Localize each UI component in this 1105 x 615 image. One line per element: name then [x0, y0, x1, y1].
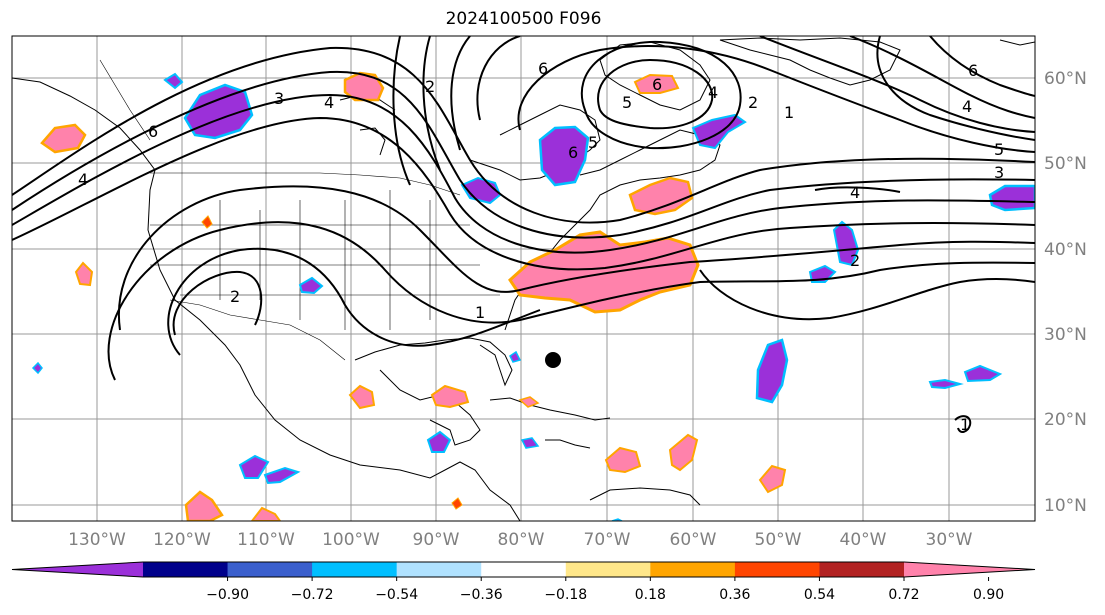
lon-label: 60°W [670, 530, 717, 550]
colorbar-tick-label: 0.90 [973, 587, 1004, 603]
contour-labels: 6 4 2 3 4 6 5 6 5 4 2 1 6 4 5 3 4 2 1 2 … [78, 59, 1004, 434]
lat-label: 50°N [1044, 154, 1087, 174]
contour-label: 6 [568, 143, 578, 162]
lat-label: 30°N [1044, 325, 1087, 345]
lat-label: 60°N [1044, 69, 1087, 89]
colorbar-segment [734, 562, 820, 577]
colorbar-outline [11, 561, 1036, 578]
contour-label: 2 [850, 251, 860, 270]
colorbar-tick-label: 0.72 [888, 587, 919, 603]
contour-label: 6 [968, 61, 978, 80]
lon-label: 50°W [755, 530, 802, 550]
lon-label: 30°W [926, 530, 973, 550]
colorbar-tick-label: 0.18 [635, 587, 666, 603]
shaded-anomalies [31, 71, 1035, 521]
colorbar-segment [143, 562, 229, 577]
colorbar-extend-high [904, 562, 1035, 577]
contour-label: 2 [425, 77, 435, 96]
longitude-labels: 130°W 120°W 110°W 100°W 90°W 80°W 70°W 6… [68, 530, 973, 550]
colorbar-extend-low [12, 562, 143, 577]
latitude-labels: 60°N 50°N 40°N 30°N 20°N 10°N [1044, 69, 1087, 516]
political-borders [99, 59, 500, 361]
contour-label: 2 [748, 93, 758, 112]
contour-label: 5 [588, 133, 598, 152]
colorbar-tick-label: −0.18 [544, 587, 587, 603]
contour-label: 5 [994, 140, 1004, 159]
contour-label: 4 [78, 170, 88, 189]
colorbar-tick-label: −0.36 [460, 587, 503, 603]
colorbar: −0.90 −0.72 −0.54 −0.36 −0.18 0.18 0.36 0.54 0.7… [11, 561, 1036, 603]
contour-label: 4 [324, 93, 334, 112]
contour-label: 5 [622, 93, 632, 112]
map-title: 2024100500 F096 [445, 9, 602, 29]
contour-label: 1 [960, 415, 970, 434]
lon-label: 100°W [322, 530, 380, 550]
colorbar-segment [396, 562, 482, 577]
lat-label: 20°N [1044, 410, 1087, 430]
contour-label: 6 [148, 122, 158, 141]
contour-label: 3 [994, 163, 1004, 182]
lat-label: 10°N [1044, 496, 1087, 516]
contour-label: 2 [230, 287, 240, 306]
lon-label: 70°W [584, 530, 631, 550]
colorbar-segment [650, 562, 736, 577]
contour-label: 4 [962, 97, 972, 116]
contour-label: 6 [652, 75, 662, 94]
lon-label: 120°W [153, 530, 211, 550]
storm-marker [545, 352, 561, 368]
contour-label: 1 [475, 303, 485, 322]
colorbar-tick-label: −0.54 [375, 587, 418, 603]
colorbar-tick-label: 0.36 [719, 587, 750, 603]
contour-label: 4 [708, 83, 718, 102]
colorbar-tick-label: −0.90 [206, 587, 249, 603]
colorbar-segment [227, 562, 313, 577]
lon-label: 110°W [237, 530, 295, 550]
lon-label: 90°W [413, 530, 460, 550]
contour-lines [12, 36, 1035, 433]
map-frame [11, 35, 1036, 522]
lon-label: 80°W [498, 530, 545, 550]
colorbar-tick-label: 0.54 [804, 587, 835, 603]
contour-label: 4 [850, 183, 860, 202]
graticule [12, 36, 1035, 521]
colorbar-segment [819, 562, 905, 577]
lat-label: 40°N [1044, 240, 1087, 260]
colorbar-segment [481, 562, 567, 577]
colorbar-segment [312, 562, 398, 577]
lon-label: 130°W [68, 530, 126, 550]
colorbar-tick-label: −0.72 [291, 587, 334, 603]
lon-label: 40°W [840, 530, 887, 550]
contour-label: 6 [538, 59, 548, 78]
contour-label: 3 [274, 89, 284, 108]
contour-label: 1 [784, 103, 794, 122]
colorbar-segment [565, 562, 651, 577]
